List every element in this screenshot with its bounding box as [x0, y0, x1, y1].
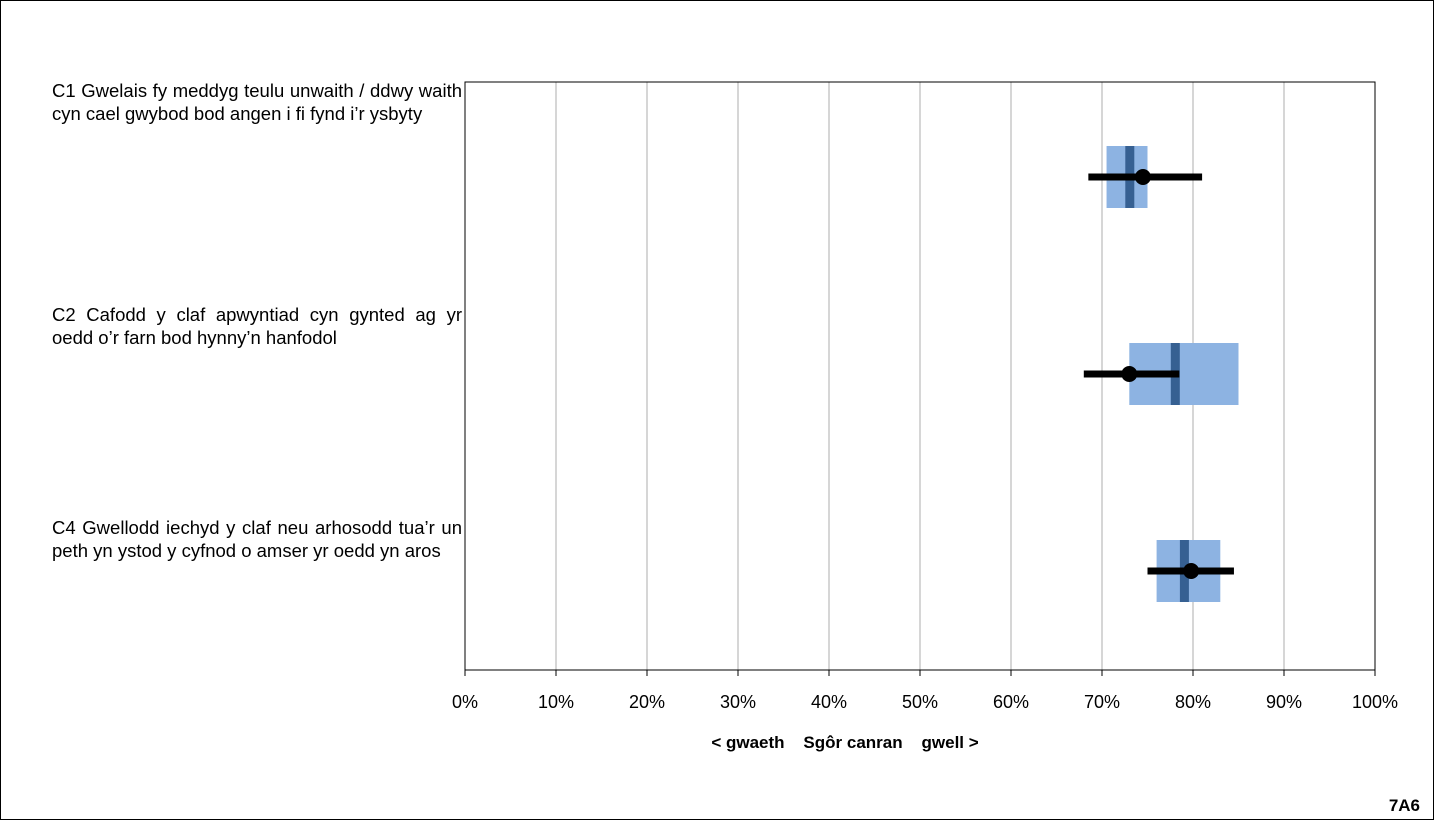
point-marker-1 [1134, 169, 1151, 185]
point-marker-3 [1183, 563, 1200, 579]
x-tick-label-90: 90% [1266, 692, 1302, 712]
point-marker-2 [1121, 366, 1138, 382]
x-tick-label-70: 70% [1084, 692, 1120, 712]
x-tick-label-40: 40% [811, 692, 847, 712]
x-tick-label-80: 80% [1175, 692, 1211, 712]
x-tick-label-20: 20% [629, 692, 665, 712]
x-tick-label-50: 50% [902, 692, 938, 712]
x-tick-label-60: 60% [993, 692, 1029, 712]
category-label-c4: C4 Gwellodd iechyd y claf neu arhosodd t… [52, 517, 462, 561]
x-tick-label-10: 10% [538, 692, 574, 712]
x-tick-label-100: 100% [1352, 692, 1398, 712]
x-axis-title: < gwaeth Sgôr canran gwell > [711, 733, 979, 752]
category-label-c2: C2 Cafodd y claf apwyntiad cyn gynted ag… [52, 304, 462, 348]
x-tick-label-0: 0% [452, 692, 478, 712]
chart-code-label: 7A6 [1388, 796, 1420, 815]
category-label-c1: C1 Gwelais fy meddyg teulu unwaith / ddw… [52, 80, 462, 124]
x-tick-label-30: 30% [720, 692, 756, 712]
